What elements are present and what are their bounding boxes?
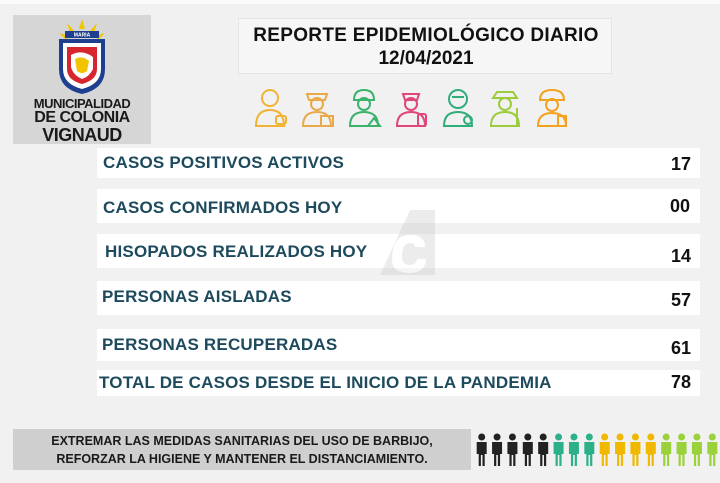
watermark-logo (380, 210, 435, 275)
nurse-icon (395, 93, 427, 127)
stat-row-total: TOTAL DE CASOS DESDE EL INICIO DE LA PAN… (97, 370, 700, 396)
person-icon (707, 433, 718, 466)
stat-row-recovered: PERSONAS RECUPERADAS 61 (97, 329, 700, 361)
footer-line-1: EXTREMAR LAS MEDIDAS SANITARIAS DEL USO … (51, 434, 433, 448)
stat-label: HISOPADOS REALIZADOS HOY (105, 242, 368, 261)
stat-label: TOTAL DE CASOS DESDE EL INICIO DE LA PAN… (99, 373, 552, 392)
stat-row-isolated: PERSONAS AISLADAS 57 (97, 281, 700, 315)
doctor-icon (442, 89, 474, 127)
person-icon (615, 433, 626, 466)
stat-row-active: CASOS POSITIVOS ACTIVOS 17 (97, 148, 700, 178)
person-icon (568, 433, 579, 466)
footer-line-2: REFORZAR LA HIGIENE Y MANTENER EL DISTAN… (56, 452, 428, 466)
stat-label: PERSONAS AISLADAS (102, 287, 292, 306)
person-icon (507, 433, 518, 466)
stat-value: 14 (671, 246, 692, 266)
coat-of-arms-icon: MARIA (59, 19, 105, 94)
report-date: 12/04/2021 (378, 48, 474, 69)
person-icon (661, 433, 672, 466)
top-border (0, 0, 720, 4)
footer-message: EXTREMAR LAS MEDIDAS SANITARIAS DEL USO … (13, 429, 471, 470)
person-icon (553, 433, 564, 466)
farmer-icon (489, 91, 521, 127)
logo-line-3: VIGNAUD (42, 125, 122, 145)
person-icon (676, 433, 687, 466)
report-title: REPORTE EPIDEMIOLÓGICO DIARIO (253, 25, 599, 46)
police-icon (301, 93, 334, 127)
builder-icon (348, 88, 382, 127)
logo-line-1: MUNICIPALIDAD (33, 96, 131, 111)
stat-value: 57 (671, 290, 692, 310)
person-icon (476, 433, 487, 466)
person-icon (630, 433, 641, 466)
worker-icons (250, 86, 580, 130)
logo-line-2: DE COLONIA (34, 109, 130, 126)
person-icon (492, 433, 503, 466)
logo-banner-text: MARIA (74, 33, 91, 39)
person-icon (584, 433, 595, 466)
person-icon (538, 433, 549, 466)
stat-value: 00 (670, 196, 691, 216)
stat-label: CASOS CONFIRMADOS HOY (103, 198, 343, 217)
stat-row-swabs-today: HISOPADOS REALIZADOS HOY 14 (97, 234, 700, 268)
worker-icon (254, 89, 287, 127)
stat-value: 17 (671, 154, 692, 174)
stat-label: PERSONAS RECUPERADAS (102, 335, 338, 354)
stat-value: 78 (671, 372, 692, 392)
stat-row-confirmed-today: CASOS CONFIRMADOS HOY 00 (97, 189, 700, 223)
person-icon (645, 433, 656, 466)
person-icon (599, 433, 610, 466)
people-distancing-graphic (476, 433, 718, 466)
person-icon (522, 433, 533, 466)
report-header: REPORTE EPIDEMIOLÓGICO DIARIO 12/04/2021 (238, 18, 612, 74)
person-icon (691, 433, 702, 466)
stat-value: 61 (671, 338, 692, 358)
municipality-logo: MARIA MUNICIPALIDAD DE COLONIA VIGNAUD (13, 15, 151, 145)
firefighter-icon (536, 88, 568, 127)
stat-label: CASOS POSITIVOS ACTIVOS (103, 153, 345, 172)
